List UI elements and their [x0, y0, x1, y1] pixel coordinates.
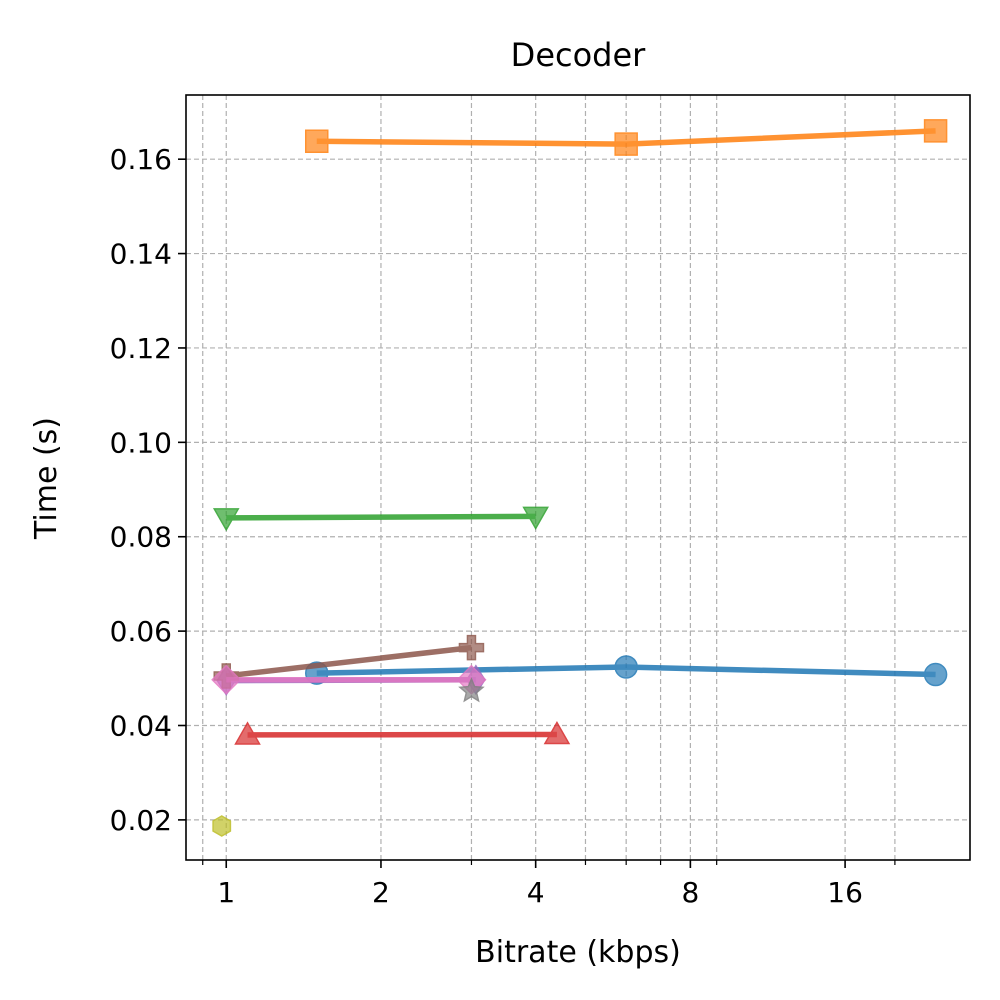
y-tick-label: 0.12 — [110, 332, 172, 365]
x-tick-label: 1 — [217, 876, 235, 909]
y-tick-label: 0.02 — [110, 804, 172, 837]
y-tick-label: 0.04 — [110, 709, 172, 742]
chart-title: Decoder — [511, 36, 647, 74]
triangle-up-marker — [543, 720, 571, 745]
x-tick-label: 8 — [681, 876, 699, 909]
ticks: 1 2 4 8 16 0.02 0.04 0.06 0.08 0.10 0.12 0.14 0.16 — [110, 143, 896, 909]
plot-frame — [185, 94, 971, 861]
series-layer — [211, 119, 948, 837]
grid — [186, 95, 970, 860]
diamond-marker — [211, 664, 242, 695]
triangle-up-marker — [234, 721, 261, 745]
y-axis-label: Time (s) — [29, 417, 64, 540]
y-tick-label: 0.14 — [110, 238, 172, 271]
x-axis-label: Bitrate (kbps) — [475, 935, 681, 970]
x-tick-label: 2 — [372, 876, 390, 909]
y-tick-label: 0.08 — [110, 521, 172, 554]
square-marker — [304, 129, 329, 153]
triangle-down-marker — [212, 508, 240, 532]
square-marker — [923, 119, 948, 143]
circle-marker — [923, 662, 948, 687]
series-green — [212, 506, 549, 532]
y-tick-label: 0.16 — [110, 143, 172, 176]
y-tick-label: 0.06 — [110, 615, 172, 648]
triangle-down-marker — [522, 506, 549, 530]
series-orange — [304, 119, 948, 156]
series-olive — [212, 815, 232, 837]
circle-marker — [614, 655, 638, 679]
y-tick-label: 0.10 — [110, 426, 172, 459]
series-gray — [458, 677, 485, 703]
x-tick-label: 4 — [527, 876, 545, 909]
x-tick-label: 16 — [827, 876, 863, 909]
hexagon-marker — [212, 815, 232, 837]
plus-marker — [458, 634, 485, 661]
star-marker — [458, 677, 485, 703]
series-line — [225, 644, 472, 679]
series-red — [234, 720, 571, 745]
series-line — [226, 513, 536, 521]
square-marker — [614, 132, 638, 156]
